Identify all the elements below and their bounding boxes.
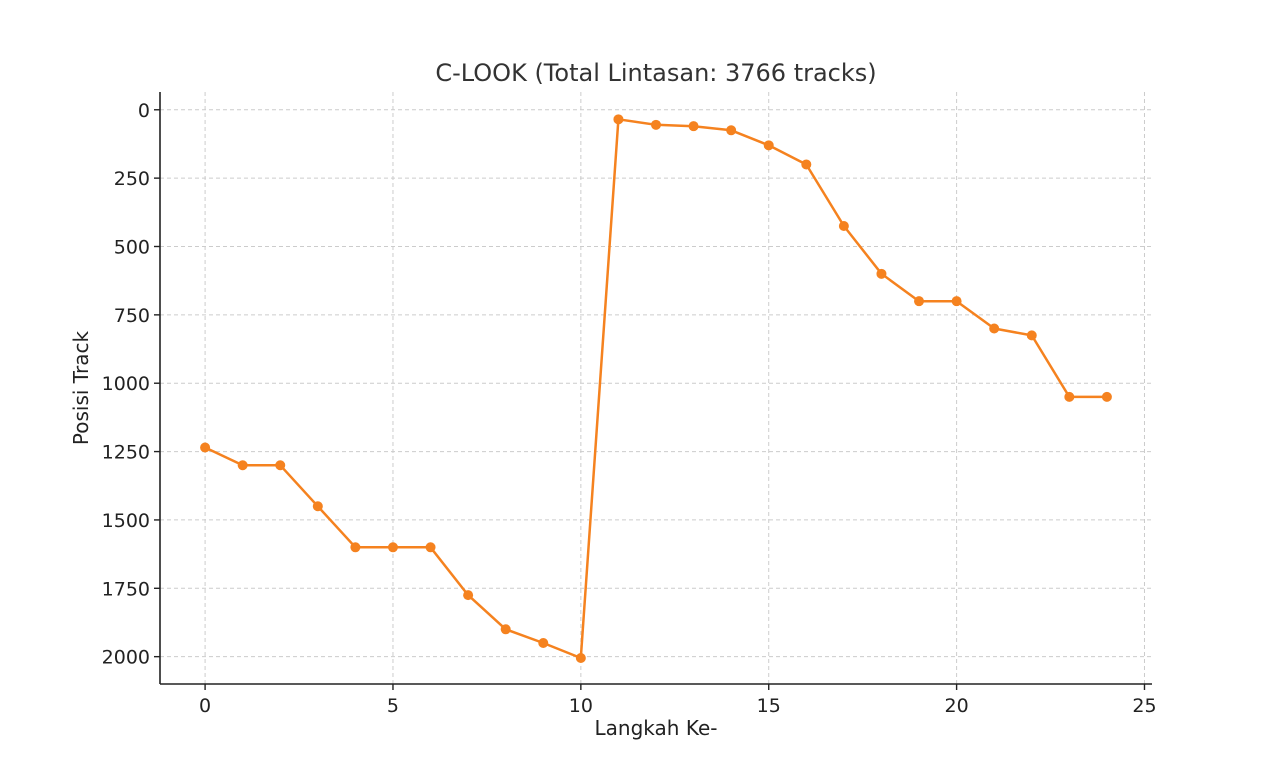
y-axis-ticks: 0 250 500 750 1000 1250 1500 1750 2000 [102, 100, 160, 669]
series-layer [200, 114, 1112, 664]
x-tick-label: 5 [387, 695, 399, 717]
data-point [200, 442, 211, 453]
data-point [312, 501, 323, 512]
data-point [989, 323, 1000, 334]
x-axis-title: Langkah Ke- [595, 716, 718, 740]
y-tick-label: 250 [114, 168, 150, 190]
data-point [1026, 330, 1037, 341]
data-point [763, 140, 774, 151]
x-tick-label: 25 [1132, 695, 1156, 717]
data-point [726, 125, 737, 136]
y-axis-title: Posisi Track [69, 330, 93, 445]
data-point [575, 653, 586, 664]
data-point [838, 220, 849, 231]
y-tick-label: 2000 [102, 647, 150, 669]
x-axis-ticks: 0 5 10 15 20 25 [199, 684, 1157, 717]
y-tick-label: 1000 [102, 373, 150, 395]
data-point [876, 268, 887, 279]
data-point [1101, 391, 1112, 402]
data-point [425, 542, 436, 553]
y-tick-label: 750 [114, 305, 150, 327]
data-point [1064, 391, 1075, 402]
data-point [613, 114, 624, 125]
data-point [651, 119, 661, 130]
y-tick-label: 1500 [102, 510, 150, 532]
y-tick-label: 1250 [102, 442, 150, 464]
x-tick-label: 15 [757, 695, 781, 717]
axes [159, 92, 1152, 685]
data-point [801, 159, 812, 170]
chart-title: C-LOOK (Total Lintasan: 3766 tracks) [435, 59, 876, 87]
data-point [463, 590, 474, 601]
x-tick-label: 20 [945, 695, 969, 717]
data-point [500, 624, 511, 635]
x-tick-label: 0 [199, 695, 211, 717]
data-point [688, 121, 699, 132]
y-tick-label: 0 [138, 100, 150, 122]
y-tick-label: 500 [114, 236, 150, 258]
grid [160, 92, 1152, 684]
data-point [538, 637, 549, 648]
data-point [951, 296, 962, 307]
data-point [350, 542, 361, 553]
data-point [387, 542, 398, 553]
data-point [237, 460, 248, 471]
data-point [275, 460, 286, 471]
series-line [204, 118, 1107, 660]
y-tick-label: 1750 [102, 578, 150, 600]
x-tick-label: 10 [569, 695, 593, 717]
data-point [914, 296, 925, 307]
